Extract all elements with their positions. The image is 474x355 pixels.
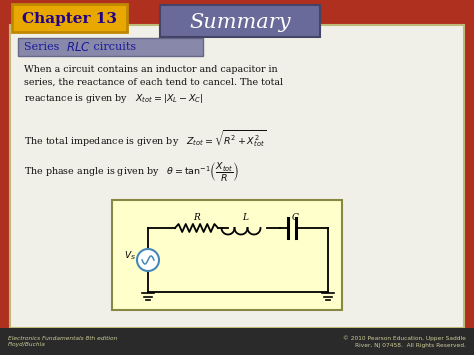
Text: circuits: circuits	[90, 43, 136, 53]
FancyBboxPatch shape	[112, 200, 342, 310]
Text: When a circuit contains an inductor and capacitor in
series, the reactance of ea: When a circuit contains an inductor and …	[24, 65, 283, 105]
Text: R: R	[193, 213, 201, 222]
Text: © 2010 Pearson Education, Upper Saddle
River, NJ 07458.  All Rights Reserved.: © 2010 Pearson Education, Upper Saddle R…	[343, 335, 466, 348]
Text: $V_S$: $V_S$	[124, 250, 136, 262]
Text: L: L	[242, 213, 248, 222]
Circle shape	[137, 249, 159, 271]
FancyBboxPatch shape	[160, 5, 320, 37]
Text: Chapter 13: Chapter 13	[22, 12, 117, 26]
Bar	[0, 328, 474, 355]
Text: $\mathit{RLC}$: $\mathit{RLC}$	[66, 41, 91, 54]
Text: The total impedance is given by   $Z_{tot} = \sqrt{R^2 + X^2_{tot}}$: The total impedance is given by $Z_{tot}…	[24, 128, 266, 149]
Text: Series: Series	[24, 43, 63, 53]
FancyBboxPatch shape	[10, 25, 464, 328]
FancyBboxPatch shape	[12, 4, 127, 32]
Text: Electronics Fundamentals 8th edition
Floyd/Buchla: Electronics Fundamentals 8th edition Flo…	[8, 336, 118, 347]
FancyBboxPatch shape	[18, 38, 203, 56]
Text: C: C	[292, 213, 299, 222]
Text: The phase angle is given by   $\theta = \tan^{-1}\!\left(\dfrac{X_{tot}}{R}\righ: The phase angle is given by $\theta = \t…	[24, 160, 239, 183]
Text: Summary: Summary	[189, 12, 291, 32]
